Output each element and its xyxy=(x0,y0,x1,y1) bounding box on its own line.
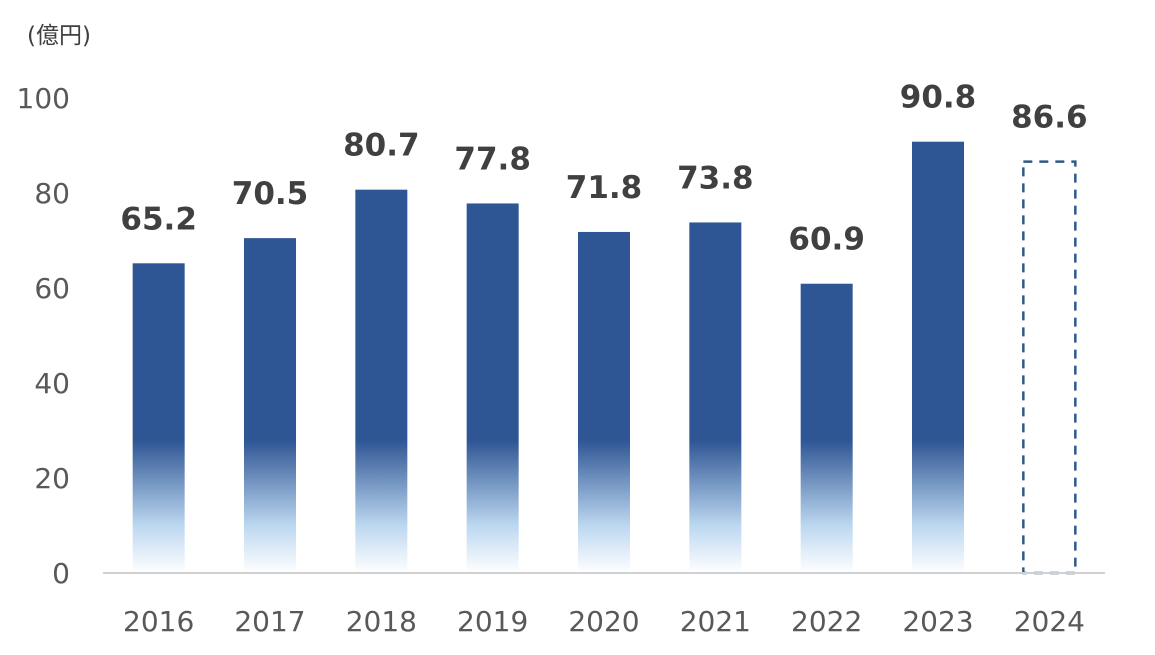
data-labels: 65.2 70.5 80.7 77.8 71.8 73.8 60.9 90.8 86.6 xyxy=(120,80,1087,258)
data-label: 70.5 xyxy=(232,176,309,212)
data-label: 73.8 xyxy=(677,160,754,196)
bar xyxy=(466,203,519,573)
bar xyxy=(132,263,185,573)
data-label: 86.6 xyxy=(1011,100,1088,136)
data-label: 80.7 xyxy=(343,128,420,164)
y-tick-label: 80 xyxy=(34,177,70,210)
y-unit-label: (億円) xyxy=(27,23,91,49)
data-label: 77.8 xyxy=(454,141,531,177)
bar xyxy=(800,283,853,573)
y-tick-label: 20 xyxy=(34,462,70,495)
x-tick-label: 2022 xyxy=(791,605,862,638)
y-tick-label: 60 xyxy=(34,272,70,305)
x-tick-label: 2019 xyxy=(457,605,528,638)
y-tick-label: 40 xyxy=(34,367,70,400)
x-axis-ticks: 2016 2017 2018 2019 2020 2021 2022 2023 2024 xyxy=(123,605,1085,638)
x-tick-label: 2023 xyxy=(902,605,973,638)
x-tick-label: 2018 xyxy=(346,605,417,638)
bar-forecast xyxy=(1022,160,1077,575)
data-label: 71.8 xyxy=(566,170,643,206)
y-tick-label: 0 xyxy=(52,557,70,590)
bar xyxy=(912,141,964,573)
y-tick-label: 100 xyxy=(17,82,70,115)
x-tick-label: 2017 xyxy=(234,605,305,638)
bar xyxy=(578,231,630,573)
bar xyxy=(244,238,296,573)
data-label: 90.8 xyxy=(900,80,977,116)
x-tick-label: 2024 xyxy=(1014,605,1085,638)
x-tick-label: 2016 xyxy=(123,605,194,638)
data-label: 65.2 xyxy=(120,201,197,237)
data-label: 60.9 xyxy=(788,222,865,258)
bar xyxy=(689,222,742,573)
x-tick-label: 2021 xyxy=(680,605,751,638)
y-axis-ticks: 0 20 40 60 80 100 xyxy=(17,82,70,590)
bars xyxy=(132,141,1077,575)
x-tick-label: 2020 xyxy=(568,605,639,638)
bar xyxy=(355,189,408,574)
